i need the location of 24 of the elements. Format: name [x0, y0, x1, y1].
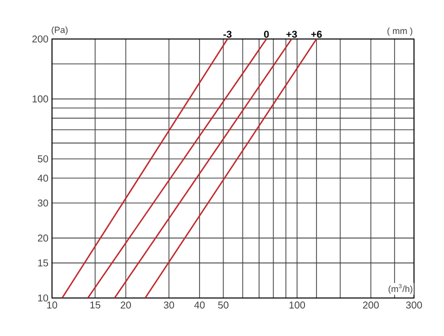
y-tick-label: 30: [38, 199, 48, 207]
x-tick-label: 30: [164, 302, 174, 309]
x-tick-label: 10: [47, 302, 58, 309]
series-label: +3: [286, 30, 297, 38]
x-tick-label: 20: [120, 302, 131, 309]
y-tick-label: 10: [38, 294, 48, 302]
y-tick-label: 50: [38, 155, 48, 162]
legend-title: ( mm ): [387, 27, 412, 36]
y-tick-label: 200: [32, 35, 48, 43]
series-label: -3: [223, 30, 232, 38]
x-tick-label: 40: [194, 302, 205, 309]
x-tick-label: 50: [218, 302, 228, 309]
y-tick-label: 100: [32, 95, 48, 102]
y-tick-label: 20: [38, 234, 48, 242]
x-axis-title: (m$^{3}$/h): [388, 284, 412, 294]
x-tick-label: 300: [406, 302, 422, 309]
y-tick-label: 15: [38, 259, 48, 266]
series-label: 0: [264, 30, 269, 38]
x-tick-label: 100: [290, 302, 305, 309]
y-tick-label: 40: [38, 174, 48, 182]
x-tick-label: 15: [90, 302, 100, 308]
x-tick-label: 200: [363, 302, 379, 309]
series-label: +6: [311, 30, 322, 38]
y-axis-title: (Pa): [52, 26, 68, 35]
